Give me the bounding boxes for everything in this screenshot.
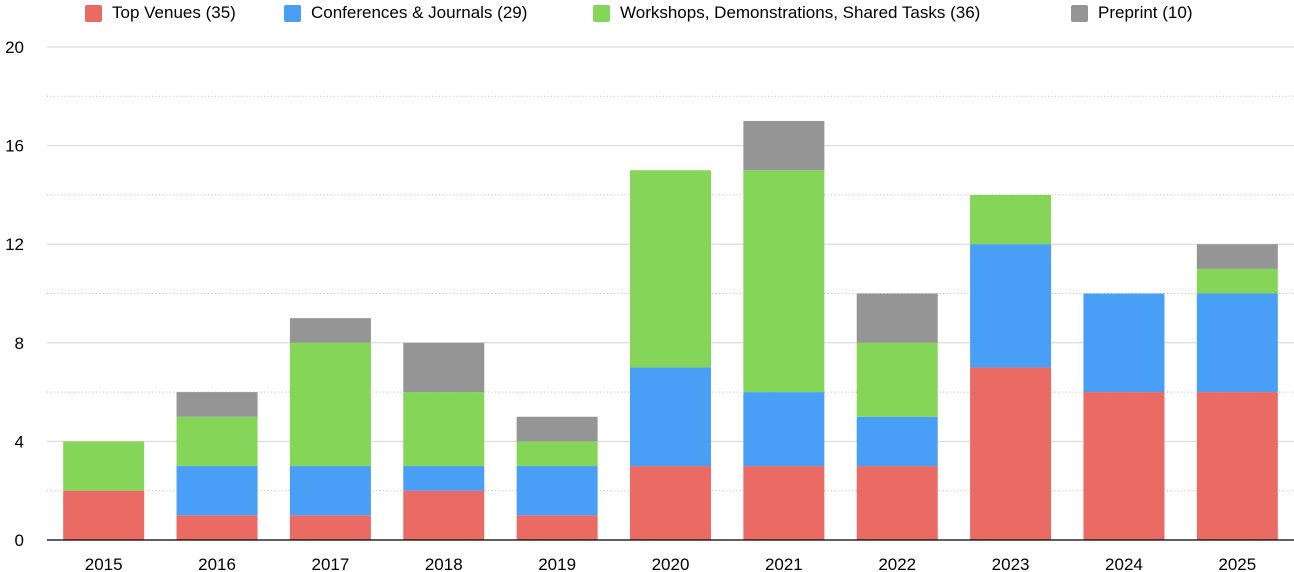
x-tick-label: 2021	[765, 555, 803, 572]
bar-segment-2018-series-2	[403, 392, 485, 467]
legend: Top Venues (35) Conferences & Journals (…	[0, 0, 1294, 28]
bar-segment-2022-series-1	[856, 416, 938, 467]
y-axis-tick-labels: 0 4 8 12 16 20	[5, 38, 24, 550]
legend-item-workshops: Workshops, Demonstrations, Shared Tasks …	[593, 3, 980, 23]
legend-swatch-conferences-journals	[284, 4, 301, 22]
x-tick-label: 2024	[1105, 555, 1143, 572]
bar-segment-2025-series-1	[1196, 293, 1278, 393]
bar-segment-2016-series-2	[176, 416, 258, 467]
bar-segment-2016-series-1	[176, 466, 258, 516]
y-tick-label: 0	[15, 531, 24, 550]
bar-segment-2022-series-0	[856, 466, 938, 540]
y-tick-label: 16	[5, 137, 24, 156]
bar-segment-2025-series-0	[1196, 392, 1278, 540]
bar-segment-2022-series-3	[856, 293, 938, 343]
legend-item-conferences-journals: Conferences & Journals (29)	[284, 3, 527, 23]
bar-segment-2021-series-1	[743, 392, 825, 467]
x-tick-label: 2022	[878, 555, 916, 572]
y-tick-label: 4	[15, 432, 24, 451]
bar-segment-2017-series-1	[289, 466, 371, 516]
bar-segment-2018-series-3	[403, 342, 485, 393]
bar-segment-2020-series-2	[630, 170, 711, 368]
x-tick-label: 2020	[652, 555, 690, 572]
x-tick-label: 2019	[538, 555, 576, 572]
x-tick-label: 2016	[198, 555, 236, 572]
x-tick-label: 2017	[311, 555, 349, 572]
bar-segment-2021-series-3	[743, 120, 825, 171]
bar-segment-2016-series-0	[176, 515, 258, 540]
y-tick-label: 20	[5, 38, 24, 57]
bar-segment-2017-series-2	[289, 342, 371, 467]
bar-segment-2024-series-0	[1083, 392, 1165, 540]
bar-segment-2021-series-2	[743, 170, 825, 393]
bar-segment-2025-series-2	[1196, 268, 1278, 294]
x-tick-label: 2018	[425, 555, 463, 572]
bar-segment-2023-series-1	[970, 244, 1052, 368]
x-tick-label: 2025	[1218, 555, 1256, 572]
legend-swatch-workshops	[593, 4, 610, 22]
x-axis-tick-labels: 2015 2016 2017 2018 2019 2020 2021 2022 2023 2024…	[85, 555, 1256, 572]
bar-segment-2023-series-2	[970, 194, 1052, 245]
bar-segment-2017-series-3	[289, 318, 371, 343]
bar-segment-2024-series-1	[1083, 293, 1165, 393]
bar-segment-2023-series-0	[970, 367, 1052, 540]
bars	[63, 120, 1278, 540]
bar-segment-2015-series-0	[63, 490, 145, 540]
y-tick-label: 12	[5, 235, 24, 254]
legend-swatch-top-venues	[85, 4, 102, 22]
bar-segment-2025-series-3	[1196, 244, 1278, 269]
bar-segment-2020-series-0	[630, 466, 711, 540]
legend-item-top-venues: Top Venues (35)	[85, 3, 236, 23]
legend-label: Top Venues (35)	[112, 3, 236, 22]
bar-segment-2016-series-3	[176, 392, 258, 417]
bar-segment-2019-series-1	[516, 466, 598, 516]
bar-segment-2019-series-3	[516, 416, 598, 442]
legend-label: Conferences & Journals (29)	[311, 3, 528, 22]
legend-item-preprint: Preprint (10)	[1071, 3, 1192, 23]
bar-segment-2022-series-2	[856, 342, 938, 417]
legend-swatch-preprint	[1071, 4, 1088, 22]
x-tick-label: 2015	[85, 555, 123, 572]
bar-segment-2018-series-0	[403, 490, 485, 540]
legend-label: Preprint (10)	[1098, 3, 1193, 22]
bar-segment-2019-series-0	[516, 515, 598, 540]
bar-segment-2017-series-0	[289, 515, 371, 540]
bar-segment-2020-series-1	[630, 367, 711, 467]
x-tick-label: 2023	[992, 555, 1030, 572]
bar-segment-2015-series-2	[63, 441, 145, 491]
y-tick-label: 8	[15, 334, 24, 353]
bar-segment-2018-series-1	[403, 466, 485, 491]
bar-segment-2019-series-2	[516, 441, 598, 467]
bar-segment-2021-series-0	[743, 466, 825, 540]
legend-label: Workshops, Demonstrations, Shared Tasks …	[620, 3, 981, 22]
